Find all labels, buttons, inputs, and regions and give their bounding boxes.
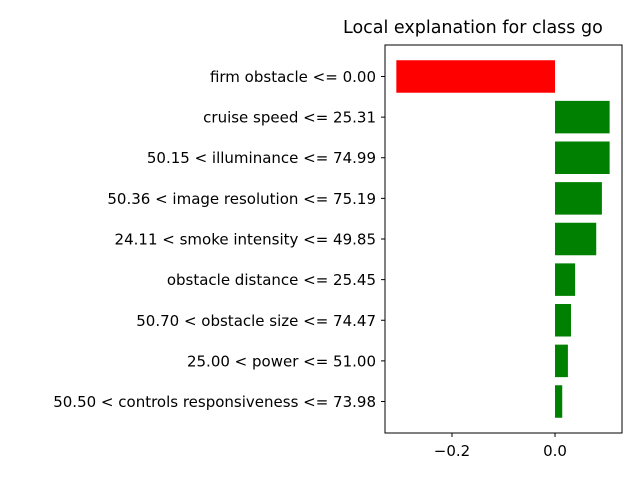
plot-frame (384, 44, 623, 434)
category-label: 25.00 < power <= 51.00 (187, 352, 376, 370)
bars-group (396, 60, 610, 418)
x-tick-label: 0.0 (543, 442, 567, 460)
bar (555, 100, 610, 134)
x-ticks-group: −0.2 0.0 (434, 433, 567, 460)
category-label: 50.70 < obstacle size <= 74.47 (136, 312, 376, 330)
x-tick-label: −0.2 (434, 442, 470, 460)
category-label: 24.11 < smoke intensity <= 49.85 (115, 231, 376, 249)
bar (555, 222, 597, 256)
bar (555, 141, 610, 174)
bar (396, 60, 556, 93)
bar (555, 304, 571, 337)
category-label: firm obstacle <= 0.00 (210, 68, 376, 86)
category-label: 50.36 < image resolution <= 75.19 (107, 190, 376, 208)
category-label: obstacle distance <= 25.45 (167, 271, 376, 289)
chart-title: Local explanation for class go (343, 18, 603, 38)
category-label: 50.15 < illuminance <= 74.99 (147, 149, 376, 167)
category-label: 50.50 < controls responsiveness <= 73.98 (53, 393, 376, 411)
bar (555, 385, 563, 418)
bar (555, 182, 602, 215)
bar (555, 344, 568, 378)
category-label: cruise speed <= 25.31 (203, 109, 376, 127)
category-labels-group: firm obstacle <= 0.00 cruise speed <= 25.… (53, 68, 385, 411)
bar (555, 263, 576, 296)
